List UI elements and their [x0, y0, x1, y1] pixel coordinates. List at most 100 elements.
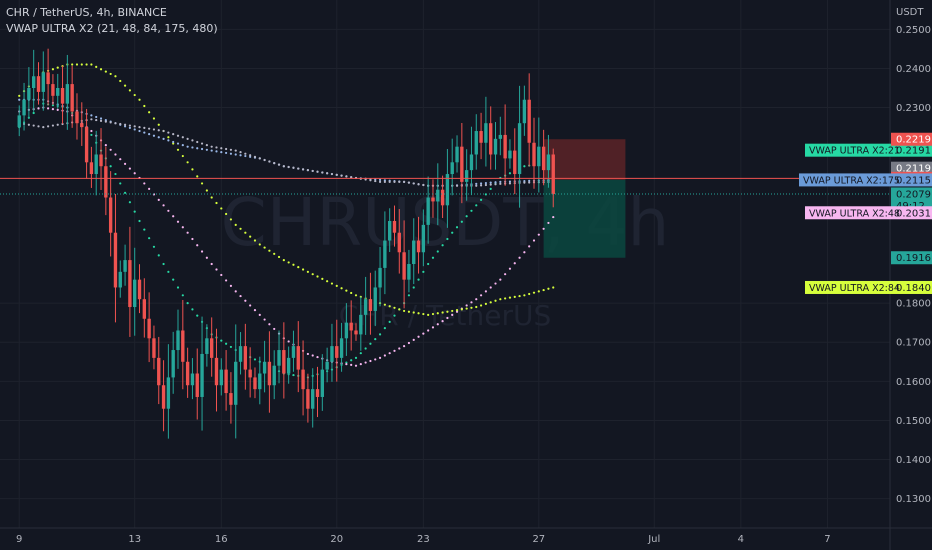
time-tick-label: 16 — [215, 534, 228, 545]
vwap-dot — [244, 154, 247, 158]
vwap-dot — [523, 179, 526, 183]
vwap-dot — [27, 123, 30, 126]
vwap-dot — [417, 183, 420, 186]
vwap-dot — [364, 361, 367, 364]
candle-body — [489, 123, 493, 155]
vwap-dot — [172, 278, 175, 281]
candle-body — [537, 146, 541, 167]
symbol-title[interactable]: CHR / TetherUS, 4h, BINANCE — [6, 6, 167, 19]
candle — [339, 322, 344, 372]
vwap-dot — [354, 294, 358, 297]
candle-body — [94, 154, 98, 175]
candle — [70, 65, 74, 128]
indicator-label: VWAP ULTRA X2:84 — [809, 283, 900, 294]
vwap-dot — [407, 181, 411, 184]
price-tick-label: 0.2400 — [896, 64, 931, 75]
candle — [229, 372, 233, 424]
time-tick-label: 23 — [417, 534, 430, 545]
vwap-dot — [455, 226, 459, 229]
vwap-dot — [133, 210, 136, 213]
vwap-dot — [56, 123, 59, 126]
candle-body — [291, 346, 296, 358]
candle — [185, 347, 190, 398]
price-tag-value: 0.2119 — [896, 164, 931, 175]
vwap-dot — [181, 144, 184, 147]
candle-body — [80, 123, 84, 128]
candle-body — [402, 252, 406, 280]
vwap-dot — [119, 158, 122, 161]
candle — [517, 85, 522, 208]
price-tag-bg — [891, 280, 932, 294]
vwap-dot — [504, 297, 507, 300]
vwap-dot — [306, 270, 309, 273]
vwap-dot — [176, 286, 180, 289]
vwap-dot — [326, 172, 329, 175]
price-tick-label: 0.1400 — [896, 455, 931, 466]
vwap-dot — [311, 354, 314, 357]
vwap-dot — [229, 218, 233, 221]
vwap-dot — [470, 209, 473, 212]
vwap-dot — [51, 124, 55, 127]
vwap-dot — [234, 153, 237, 156]
candle — [238, 332, 243, 375]
vwap-dot — [114, 122, 117, 125]
vwap-dot — [354, 356, 358, 359]
vwap-dot — [316, 170, 319, 173]
candle-body — [368, 299, 373, 311]
vwap-dot — [470, 306, 473, 309]
vwap-dot — [403, 345, 406, 348]
vwap-dot — [215, 146, 218, 149]
vwap-dot — [350, 359, 353, 362]
candle-body — [27, 88, 31, 100]
vwap-dot — [484, 302, 487, 305]
vwap-dot — [475, 184, 478, 187]
vwap-dot — [90, 114, 93, 117]
candle — [537, 117, 541, 193]
vwap-dot — [167, 270, 170, 273]
vwap-dot — [316, 355, 319, 359]
vwap-dot — [460, 220, 463, 223]
vwap-dot — [148, 187, 151, 191]
candle-body — [301, 369, 305, 390]
candle — [190, 358, 195, 400]
candle-body — [17, 115, 21, 128]
vwap-dot — [374, 179, 377, 183]
candle — [412, 218, 416, 285]
candle-body — [229, 393, 233, 405]
vwap-dot — [128, 201, 131, 204]
vwap-dot — [162, 204, 165, 207]
vwap-dot — [528, 292, 531, 296]
vwap-dot — [287, 340, 290, 343]
vwap-dot — [152, 134, 156, 137]
candle-body — [142, 299, 147, 319]
vwap-dot — [383, 327, 386, 330]
vwap-dot — [196, 244, 199, 247]
vwap-dot — [455, 310, 459, 313]
candle — [392, 205, 397, 247]
indicator-label: VWAP ULTRA X2:175 — [803, 175, 900, 186]
vwap-dot — [422, 183, 425, 187]
vwap-dot — [537, 233, 540, 236]
vwap-dot — [369, 179, 372, 182]
candle-body — [243, 346, 248, 370]
vwap-dot — [508, 180, 512, 183]
candle-body — [450, 162, 454, 175]
candle-body — [493, 138, 498, 155]
candle — [474, 114, 478, 170]
vwap-dot — [306, 169, 309, 172]
indicator-label-bg — [799, 173, 891, 187]
candle-body — [363, 299, 368, 315]
price-tag-value: 0.2115 — [896, 175, 931, 186]
price-axis[interactable] — [890, 0, 932, 550]
vwap-dot — [148, 133, 151, 136]
indicator-legend[interactable]: VWAP ULTRA X2 (21, 48, 84, 175, 480) — [6, 22, 218, 35]
time-axis-ticks[interactable]: 9 13 16 20 23 27 Jul 4 7 — [16, 534, 831, 545]
vwap-dot — [441, 320, 444, 323]
candle-body — [484, 123, 488, 143]
vwap-dot — [388, 320, 391, 323]
vwap-dot — [249, 304, 252, 307]
price-tick-label: 0.1300 — [896, 494, 931, 505]
vwap-dot — [215, 201, 218, 205]
